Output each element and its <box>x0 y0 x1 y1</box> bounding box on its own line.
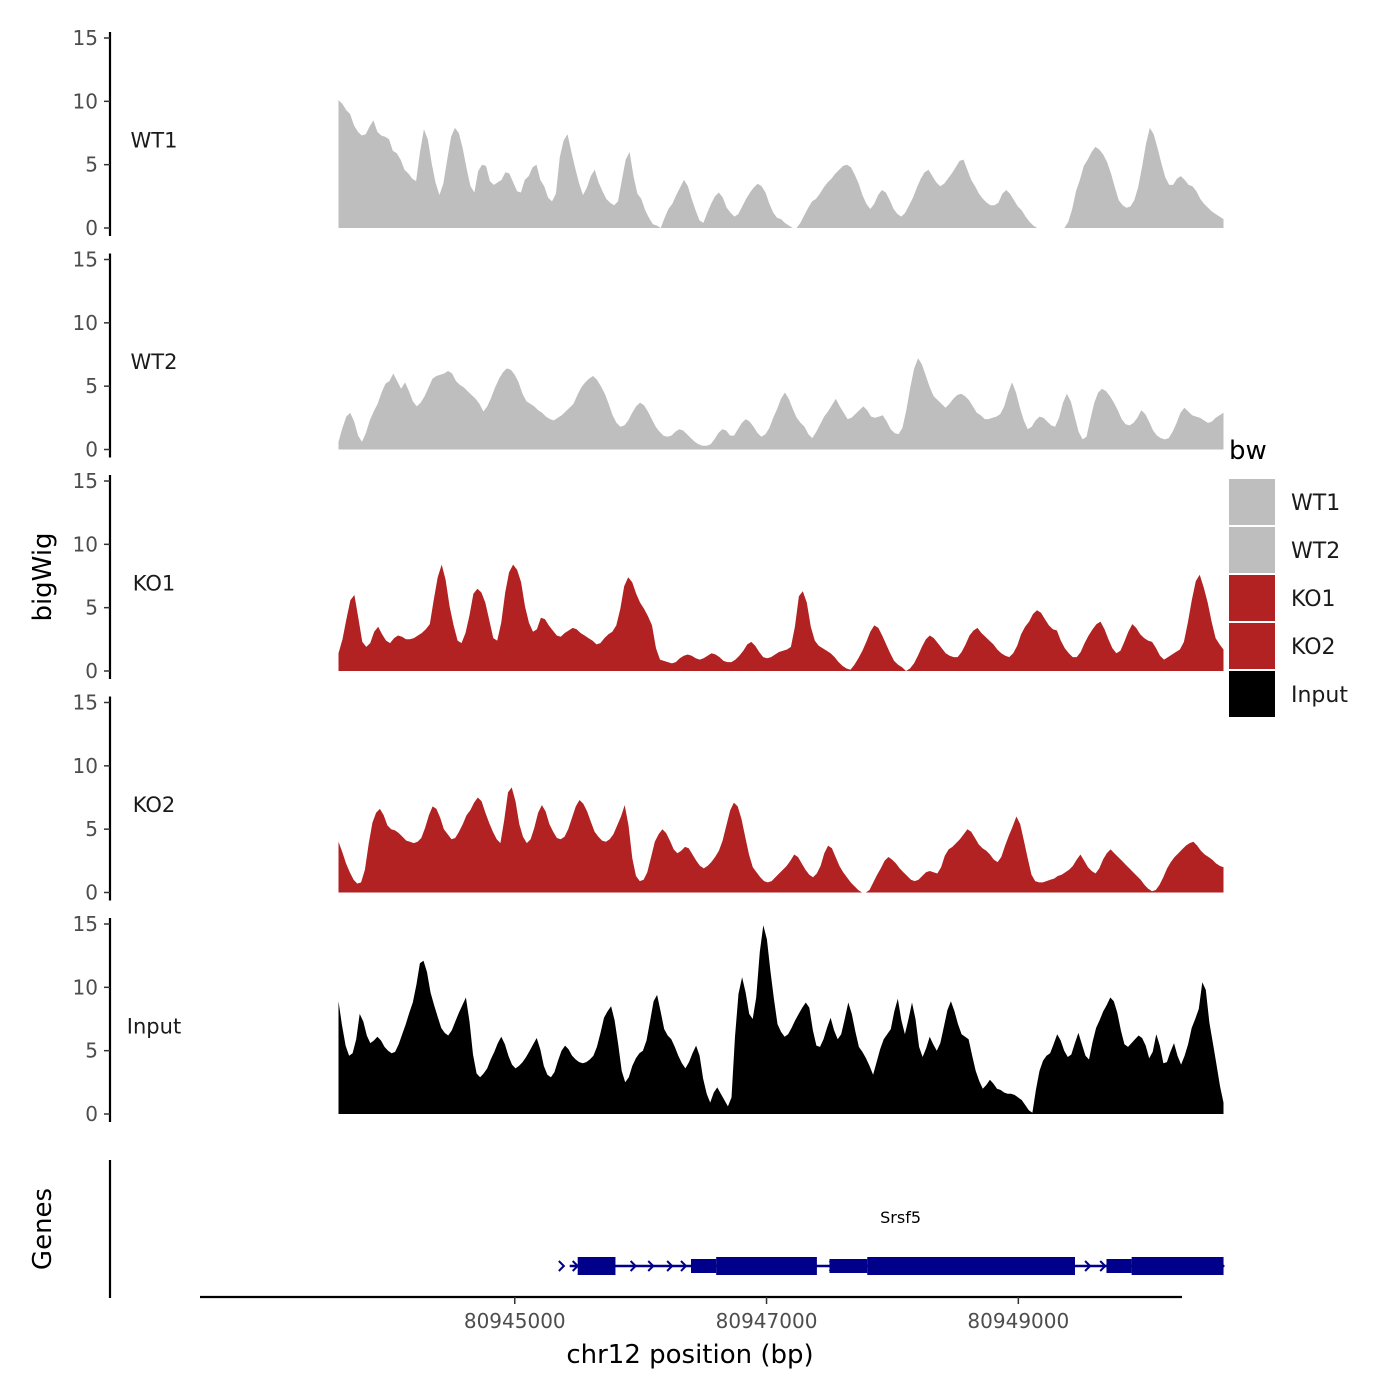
coverage-tracks: 0 5 10 15 WT1 0 5 10 15 WT2 0 5 10 15 KO1 0 5 10 15 KO2 0 5 10… <box>73 26 1224 1126</box>
y-tick-label-ko2-15: 15 <box>73 691 98 715</box>
coverage-area-ko1 <box>338 564 1224 671</box>
y-tick-label-wt2-0: 0 <box>85 438 98 462</box>
legend: bw WT1 WT2 KO1 KO2 Input <box>1229 436 1348 717</box>
legend-title: bw <box>1229 436 1267 466</box>
legend-label-ko1: KO1 <box>1291 587 1336 612</box>
gene-strand-arrow-10 <box>1099 1260 1107 1272</box>
gene-strand-arrow-1 <box>558 1260 566 1272</box>
x-axis: 80945000 80947000 80949000 <box>200 1295 1182 1333</box>
y-tick-label-ko1-15: 15 <box>73 469 98 493</box>
y-tick-label-ko1-5: 5 <box>85 596 98 620</box>
legend-label-ko2: KO2 <box>1291 635 1336 660</box>
y-axis-title: bigWig <box>28 532 58 621</box>
gene-model-srsf5 <box>558 1257 1225 1275</box>
gene-exon-7 <box>1131 1257 1224 1275</box>
gene-strand-arrow-8 <box>828 1260 836 1272</box>
gene-strand-arrow-7 <box>804 1260 813 1272</box>
y-tick-label-ko2-0: 0 <box>85 881 98 905</box>
y-tick-label-wt2-10: 10 <box>73 311 98 335</box>
gene-exon-1 <box>577 1257 616 1275</box>
gene-strand-arrow-4 <box>647 1260 655 1272</box>
track-ko2: 0 5 10 15 KO2 <box>73 691 1224 905</box>
gene-label-srsf5: Srsf5 <box>880 1208 921 1227</box>
legend-label-wt1: WT1 <box>1291 491 1340 516</box>
legend-swatch-ko2 <box>1229 623 1275 669</box>
gene-strand-arrow-2 <box>571 1260 580 1272</box>
y-tick-label-input-5: 5 <box>85 1039 98 1063</box>
gene-strand-arrow-5 <box>666 1260 674 1272</box>
track-wt2: 0 5 10 15 WT2 <box>73 248 1224 462</box>
y-tick-label-ko2-5: 5 <box>85 817 98 841</box>
gene-exon-6 <box>1106 1259 1132 1273</box>
track-ko1: 0 5 10 15 KO1 <box>73 469 1224 683</box>
gene-exon-3 <box>716 1257 817 1275</box>
y-tick-label-wt1-5: 5 <box>85 153 98 177</box>
y-tick-label-wt2-5: 5 <box>85 374 98 398</box>
track-label-wt1: WT1 <box>131 129 178 153</box>
coverage-area-input <box>338 925 1224 1114</box>
x-tick-label-80949000: 80949000 <box>967 1309 1069 1333</box>
y-tick-label-input-0: 0 <box>85 1102 98 1126</box>
coverage-area-wt1 <box>338 100 1224 228</box>
y-tick-label-ko1-0: 0 <box>85 659 98 683</box>
y-tick-label-ko1-10: 10 <box>73 532 98 556</box>
x-tick-label-80947000: 80947000 <box>716 1309 818 1333</box>
x-tick-label-80945000: 80945000 <box>464 1309 566 1333</box>
gene-strand-arrow-3 <box>629 1260 638 1272</box>
coverage-area-wt2 <box>338 358 1224 450</box>
track-label-ko2: KO2 <box>133 793 176 817</box>
legend-swatch-wt1 <box>1229 479 1275 525</box>
track-label-ko1: KO1 <box>133 572 176 596</box>
coverage-area-ko2 <box>338 787 1224 893</box>
legend-swatch-input <box>1229 671 1275 717</box>
gene-exon-4 <box>829 1259 868 1273</box>
track-label-wt2: WT2 <box>131 350 178 374</box>
y-tick-label-input-15: 15 <box>73 912 98 936</box>
gene-strand-arrow-6 <box>680 1260 688 1272</box>
gene-strand-arrow-9 <box>1084 1260 1092 1272</box>
y-tick-label-wt1-0: 0 <box>85 216 98 240</box>
legend-swatch-wt2 <box>1229 527 1275 573</box>
gene-exon-5 <box>867 1257 1075 1275</box>
legend-label-input: Input <box>1291 683 1348 708</box>
x-axis-title: chr12 position (bp) <box>566 1340 813 1370</box>
genes-track: Srsf5 <box>108 1160 1225 1298</box>
gene-exon-2 <box>691 1259 717 1273</box>
track-input: 0 5 10 15 Input <box>73 912 1224 1126</box>
y-tick-label-wt2-15: 15 <box>73 248 98 272</box>
legend-swatch-ko1 <box>1229 575 1275 621</box>
y-tick-label-ko2-10: 10 <box>73 754 98 778</box>
track-wt1: 0 5 10 15 WT1 <box>73 26 1224 240</box>
gene-strand-arrow-11 <box>1217 1260 1225 1272</box>
y-tick-label-input-10: 10 <box>73 975 98 999</box>
track-label-input: Input <box>127 1015 181 1039</box>
legend-label-wt2: WT2 <box>1291 539 1340 564</box>
genes-axis-title: Genes <box>28 1188 58 1270</box>
y-tick-label-wt1-10: 10 <box>73 89 98 113</box>
y-tick-label-wt1-15: 15 <box>73 26 98 50</box>
